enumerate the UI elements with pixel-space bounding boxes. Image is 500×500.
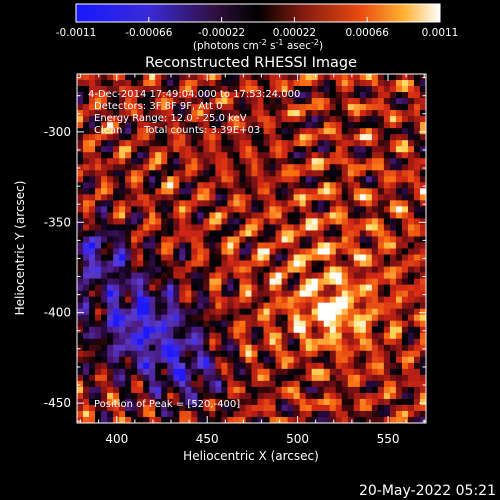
x-axis-label: Heliocentric X (arcsec) xyxy=(183,449,319,463)
plot-frame xyxy=(76,73,427,424)
colorbar-gradient xyxy=(75,3,441,23)
x-tick-label: 400 xyxy=(105,432,128,446)
x-tick-label: 500 xyxy=(286,432,309,446)
colorbar-tick-label: -0.00022 xyxy=(198,27,245,39)
y-tick-label: -400 xyxy=(44,306,71,320)
colorbar-ticks xyxy=(75,17,441,22)
y-tick-labels: -300 -350 -400 -450 xyxy=(44,125,71,410)
method-text: Clean xyxy=(94,125,122,136)
plot-title: Reconstructed RHESSI Image xyxy=(145,55,357,71)
solar-image xyxy=(77,74,426,423)
image-annotations: 4-Dec-2014 17:49:04.000 to 17:53:24.000 … xyxy=(88,89,300,410)
total-counts-text: Total counts: 3.39E+03 xyxy=(143,125,260,136)
y-tick-label: -300 xyxy=(44,125,71,139)
colorbar-units: (photons cm-2 s-1 asec-2) xyxy=(193,38,323,52)
colorbar-tick-label: 0.00022 xyxy=(273,27,316,39)
y-tick-label: -450 xyxy=(44,396,71,410)
colorbar-tick-label: -0.00066 xyxy=(125,27,173,39)
footer-timestamp: 20-May-2022 05:21 xyxy=(359,483,496,499)
y-tick-label: -350 xyxy=(44,215,71,229)
time-range-text: 4-Dec-2014 17:49:04.000 to 17:53:24.000 xyxy=(88,89,300,100)
y-axis-label: Heliocentric Y (arcsec) xyxy=(13,181,27,316)
colorbar-tick-labels: -0.0011 -0.00066 -0.00022 0.00022 0.0006… xyxy=(56,27,459,39)
colorbar-tick-label: 0.0011 xyxy=(422,27,459,39)
x-tick-label: 550 xyxy=(377,432,400,446)
detectors-text: Detectors: 3F 8F 9F, Att 0 xyxy=(94,101,222,112)
colorbar-tick-label: -0.0011 xyxy=(56,27,97,39)
axis-ticks xyxy=(77,74,426,423)
peak-position-text: Position of Peak = [520,-400] xyxy=(94,399,240,410)
x-tick-labels: 400 450 500 550 xyxy=(105,432,399,446)
colorbar: -0.0011 -0.00066 -0.00022 0.00022 0.0006… xyxy=(56,3,459,52)
image-pixels xyxy=(77,74,426,423)
x-tick-label: 450 xyxy=(196,432,219,446)
colorbar-tick-label: 0.00066 xyxy=(345,27,389,39)
energy-range-text: Energy Range: 12.0 - 25.0 keV xyxy=(94,113,247,124)
